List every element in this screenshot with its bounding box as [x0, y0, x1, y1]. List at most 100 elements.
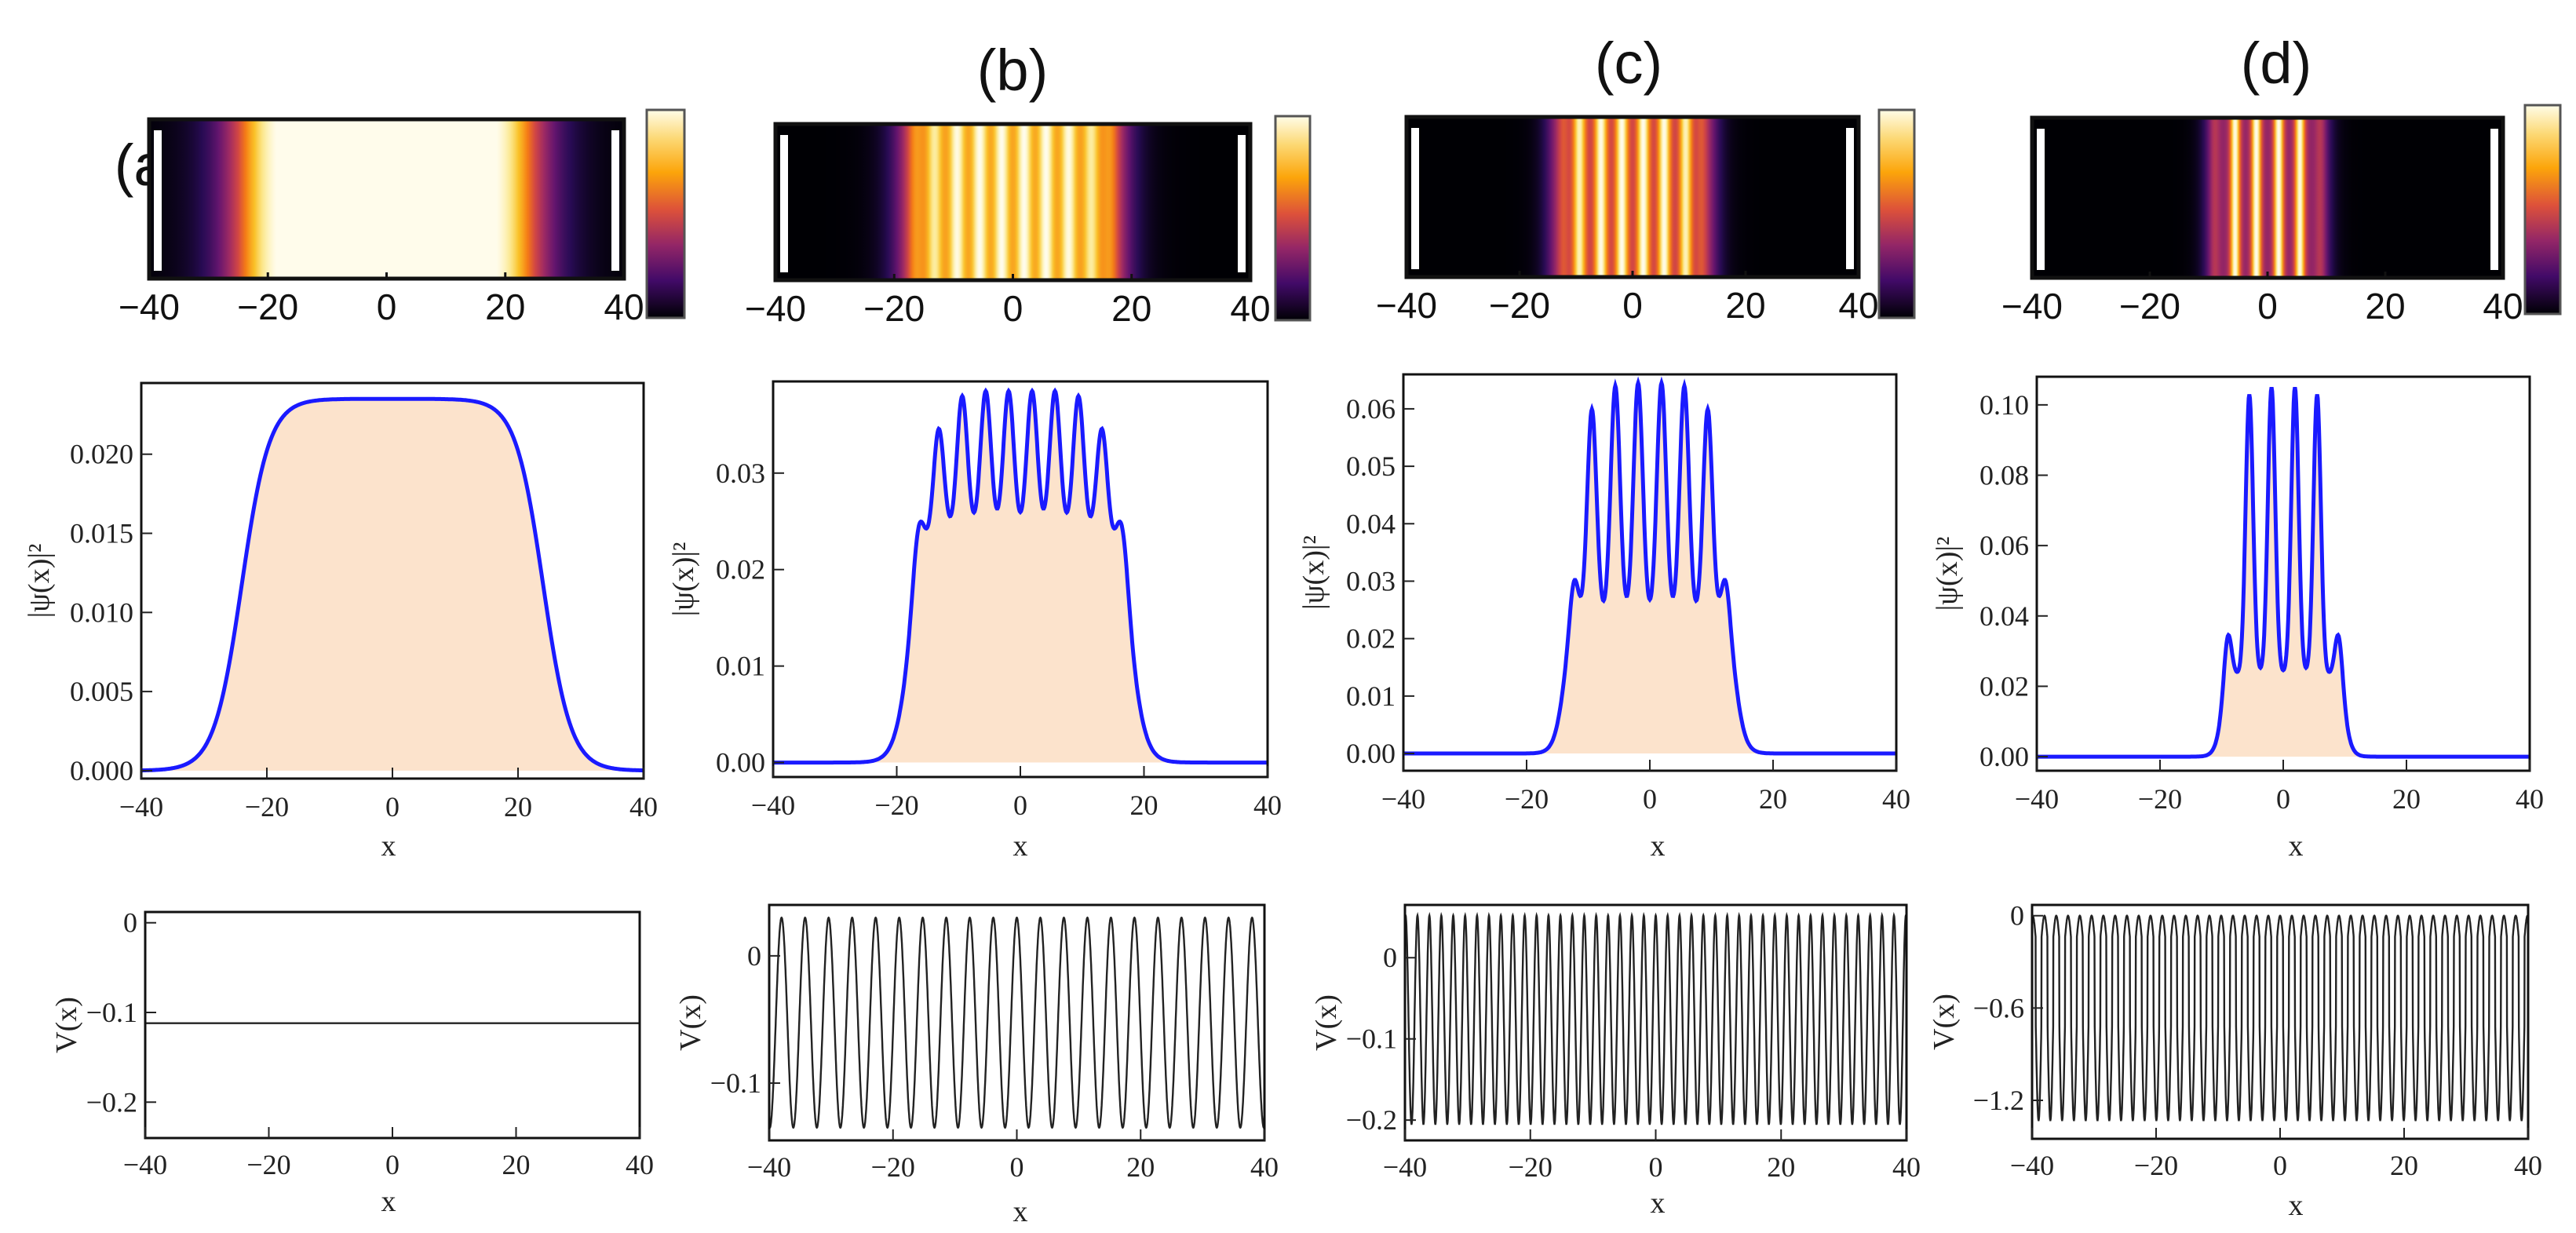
- potential-x-tick-label: −40: [123, 1149, 167, 1180]
- potential-y-tick-label: 0: [2010, 900, 2024, 932]
- density-y-label: |ψ(x)|²: [667, 542, 700, 617]
- potential-y-tick-label: −0.1: [86, 997, 137, 1028]
- density-x-tick-label: 20: [2392, 783, 2421, 815]
- panel-label: (b): [977, 38, 1048, 103]
- density-x-tick-label: 20: [1130, 790, 1158, 821]
- heatmap-tick-label: −40: [119, 286, 180, 327]
- heatmap-tick-label: 20: [1111, 288, 1151, 329]
- heatmap-edge-right: [2490, 129, 2498, 270]
- density-plot: −40 −20 0 20 40 0.00 0.01 0.02 0.03 x |ψ(x)|²: [667, 380, 1282, 863]
- heatmap-tick-label: 20: [1725, 285, 1765, 326]
- density-plot: −40 −20 0 20 40 0.00 0.02 0.04 0.06 0.08 0.10 x |ψ(x…: [1931, 375, 2544, 863]
- density-x-tick-label: −20: [2138, 783, 2182, 815]
- density-x-tick-label: −20: [245, 791, 289, 823]
- potential-y-tick-label: −0.1: [710, 1067, 761, 1099]
- density-x-tick-label: 20: [504, 791, 532, 823]
- density-fill: [773, 391, 1268, 763]
- heatmap-edge-right: [1238, 135, 1246, 272]
- potential-x-tick-label: 0: [1010, 1151, 1024, 1183]
- panel-label: (d): [2241, 31, 2311, 96]
- heatmap-tick-label: 20: [485, 286, 525, 327]
- density-y-tick-label: 0.00: [1346, 738, 1396, 769]
- heatmap-edge-right: [1846, 128, 1854, 269]
- heatmap-tick-label: −20: [237, 286, 298, 327]
- heatmap-tick-label: −20: [2119, 286, 2180, 326]
- potential-x-tick-label: −40: [2010, 1150, 2054, 1181]
- potential-y-tick-label: 0: [1383, 942, 1397, 973]
- density-x-tick-label: 40: [629, 791, 658, 823]
- density-curve: [2037, 387, 2530, 759]
- density-x-tick-label: −40: [119, 791, 163, 823]
- density-x-tick-label: −20: [874, 790, 918, 821]
- heatmap-strip: [773, 122, 1253, 283]
- heatmap-tick-label: 20: [2365, 286, 2405, 326]
- density-x-tick-label: 0: [1643, 783, 1657, 815]
- potential-x-tick-label: 20: [1767, 1151, 1795, 1183]
- panel-d: (d) −40 −20 0 20 40 −40 −20 0 20 40 0.00 0.02 0.04 0.0…: [1928, 31, 2562, 1222]
- potential-curve: [1403, 911, 1908, 1125]
- potential-x-tick-label: 40: [2514, 1150, 2542, 1181]
- panel-a: (a)−40−2002040−40−20020400.0000.0050.010…: [23, 108, 686, 1218]
- potential-y-tick-label: −1.2: [1973, 1085, 2024, 1116]
- potential-x-label: x: [1651, 1187, 1666, 1220]
- density-fill: [2037, 387, 2530, 757]
- density-y-tick-label: 0.05: [1346, 451, 1396, 482]
- density-y-label: |ψ(x)|²: [1931, 537, 1964, 611]
- heatmap-strip: [2030, 115, 2505, 280]
- potential-x-tick-label: −20: [1509, 1151, 1553, 1183]
- heatmap-tick-label: −40: [2001, 286, 2063, 326]
- potential-plot: −40 −20 0 20 40 0 −0.1 −0.2 x V(x): [50, 907, 654, 1218]
- density-y-tick-label: 0.02: [1979, 670, 2029, 702]
- potential-x-tick-label: −20: [2134, 1150, 2178, 1181]
- heatmap-tick-label: −20: [1489, 285, 1550, 326]
- heatmap-edge-left: [154, 130, 162, 271]
- potential-plot: −40 −20 0 20 40 0 −0.1 x V(x): [674, 903, 1279, 1228]
- heatmap-edge-right: [611, 130, 619, 271]
- density-y-tick-label: 0.02: [1346, 623, 1396, 655]
- potential-curve: [2031, 914, 2530, 1122]
- potential-x-tick-label: −40: [1383, 1151, 1427, 1183]
- potential-y-tick-label: 0: [747, 940, 761, 972]
- density-y-tick-label: 0.00: [716, 747, 765, 779]
- heatmap: −40 −20 0 20 40: [745, 122, 1271, 329]
- heatmap-tick-label: 40: [604, 286, 644, 327]
- density-fill: [1403, 383, 1896, 754]
- density-y-label: |ψ(x)|²: [23, 544, 56, 618]
- potential-x-tick-label: 40: [1892, 1151, 1921, 1183]
- density-x-tick-label: 40: [1882, 783, 1910, 815]
- heatmap-tick-label: 0: [377, 286, 397, 327]
- density-y-tick-label: 0.00: [1979, 741, 2029, 772]
- potential-y-tick-label: −0.6: [1973, 992, 2024, 1023]
- density-x-tick-label: 20: [1759, 783, 1787, 815]
- density-x-label: x: [381, 830, 396, 863]
- colorbar: [2523, 104, 2562, 316]
- density-x-label: x: [1651, 830, 1666, 863]
- density-x-tick-label: 40: [2516, 783, 2544, 815]
- potential-y-tick-label: −0.1: [1346, 1023, 1397, 1055]
- density-y-label: |ψ(x)|²: [1297, 535, 1330, 610]
- density-y-tick-label: 0.04: [1346, 508, 1396, 539]
- potential-x-tick-label: 20: [502, 1149, 531, 1180]
- density-y-tick-label: 0.03: [1346, 565, 1396, 596]
- heatmap-tick-label: 40: [1230, 288, 1270, 329]
- density-y-tick-label: 0.005: [70, 676, 133, 707]
- potential-x-label: x: [381, 1185, 396, 1218]
- density-x-tick-label: −40: [751, 790, 795, 821]
- density-y-tick-label: 0.06: [1979, 530, 2029, 561]
- density-plot: −40 −20 0 20 40 0.00 0.01 0.02 0.03 0.04 0.05 0.06 x…: [1297, 373, 1910, 863]
- heatmap-tick-label: −40: [1376, 285, 1437, 326]
- density-curve: [773, 387, 1268, 765]
- potential-x-tick-label: 20: [1126, 1151, 1155, 1183]
- density-y-tick-label: 0.08: [1979, 460, 2029, 491]
- density-x-tick-label: −20: [1505, 783, 1549, 815]
- density-x-tick-label: 0: [385, 791, 400, 823]
- potential-x-tick-label: 0: [385, 1149, 400, 1180]
- potential-y-label: V(x): [1928, 994, 1961, 1050]
- potential-x-tick-label: 20: [2390, 1150, 2418, 1181]
- potential-y-tick-label: −0.2: [1346, 1104, 1397, 1136]
- heatmap: −40 −20 0 20 40: [2001, 115, 2523, 326]
- density-y-tick-label: 0.03: [716, 458, 765, 489]
- heatmap-tick-label: 40: [2483, 286, 2523, 326]
- density-y-tick-label: 0.010: [70, 596, 133, 628]
